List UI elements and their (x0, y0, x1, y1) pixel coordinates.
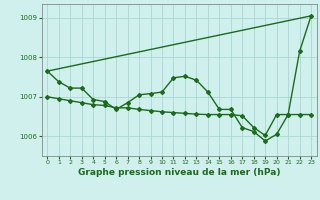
X-axis label: Graphe pression niveau de la mer (hPa): Graphe pression niveau de la mer (hPa) (78, 168, 280, 177)
